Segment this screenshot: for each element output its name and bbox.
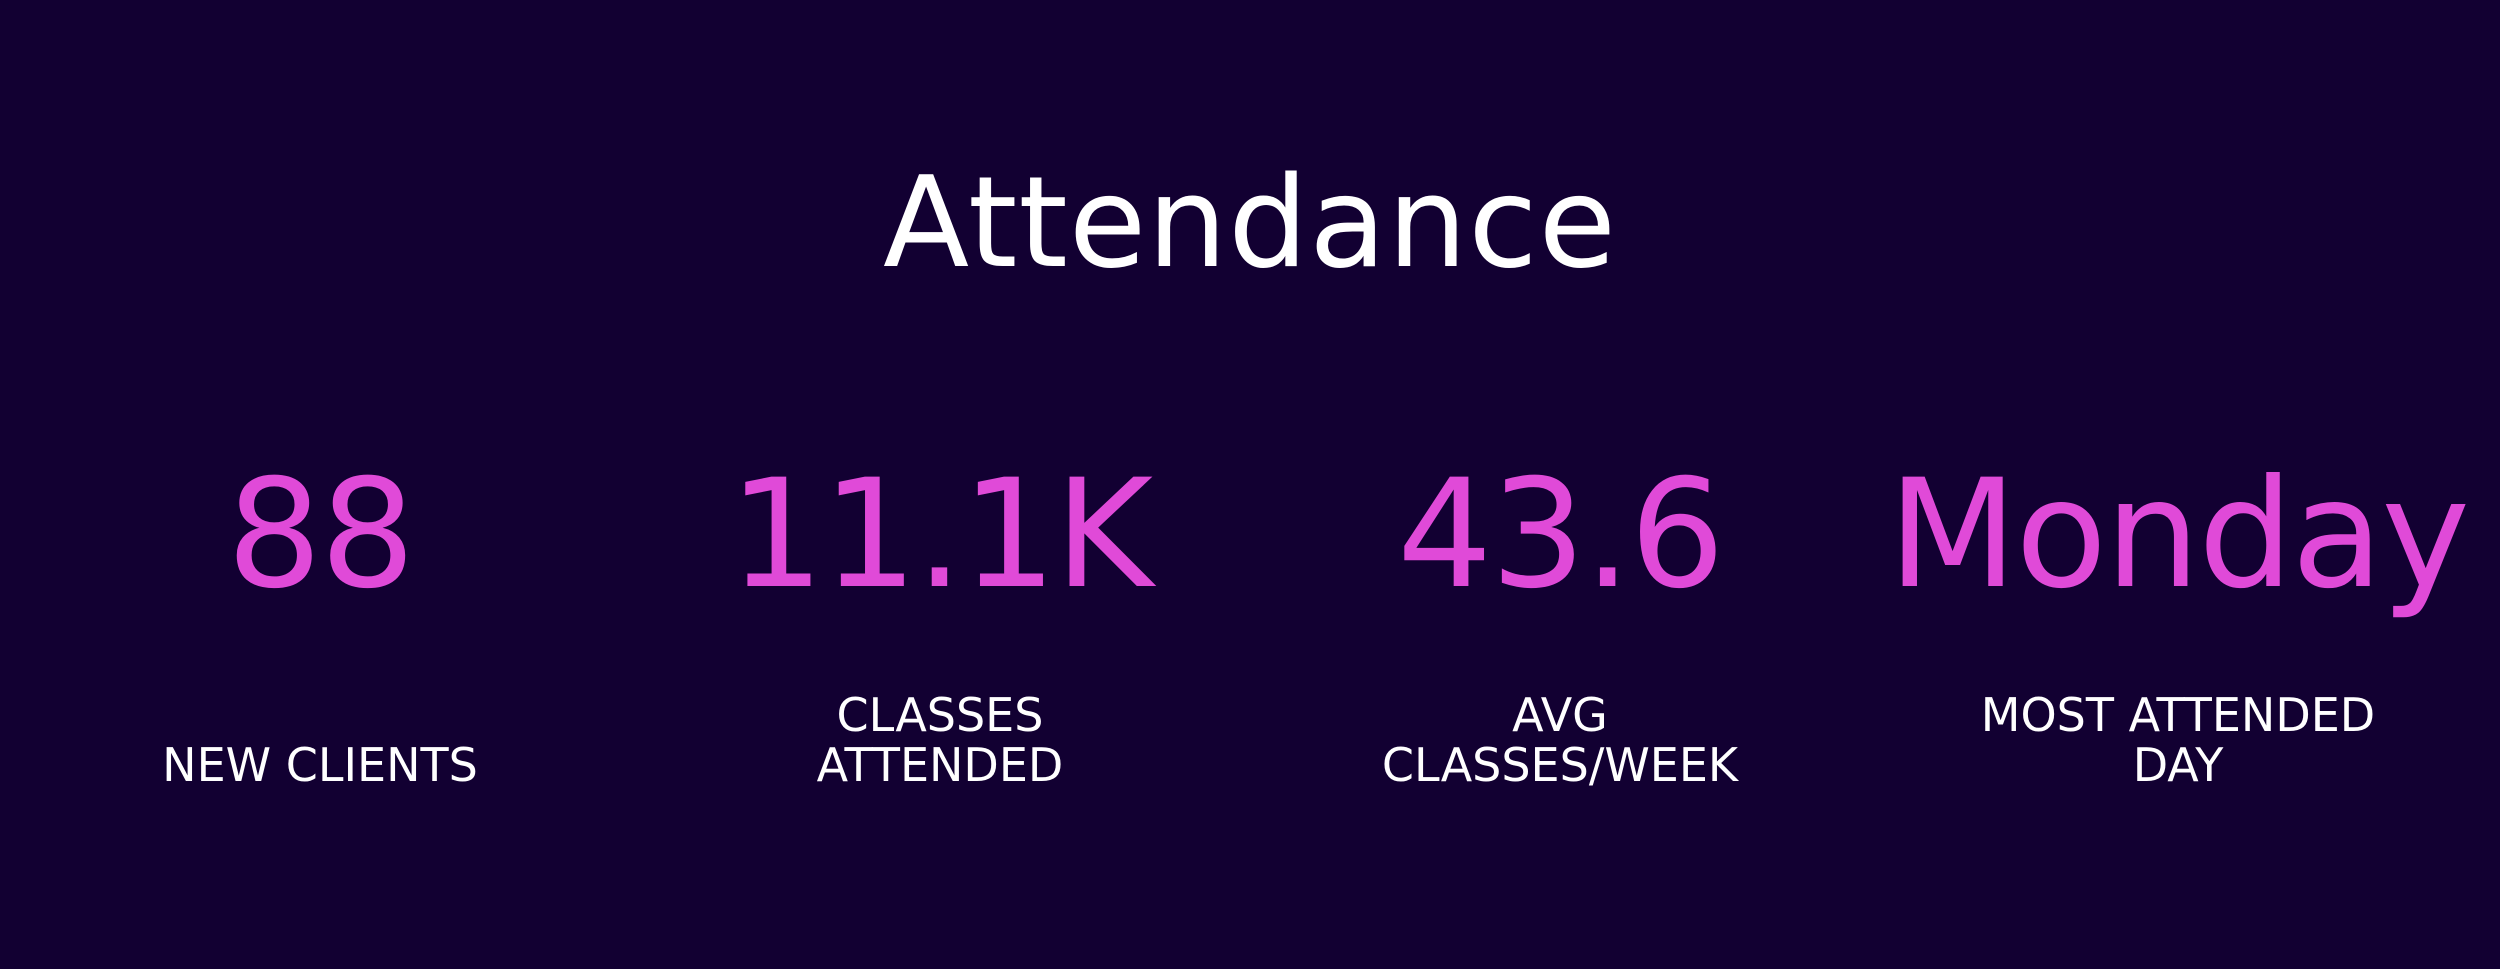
stat-label-avg-classes-week: AVG CLASSES/WEEK	[1381, 688, 1739, 792]
stat-card-most-attended-day: Monday MOST ATTENDED DAY	[1868, 440, 2488, 790]
stat-value-avg-classes-week: 43.6	[1397, 448, 1725, 622]
stat-card-classes-attended: 11.1K CLASSES ATTENDED	[630, 440, 1250, 790]
page-title: Attendance	[882, 149, 1617, 296]
stat-card-new-clients: 88 NEW CLIENTS	[10, 440, 630, 790]
stat-label-new-clients: NEW CLIENTS	[162, 738, 478, 792]
stat-label-wrap: CLASSES ATTENDED	[630, 670, 1250, 790]
stat-label-most-attended-day: MOST ATTENDED DAY	[1980, 688, 2376, 792]
stat-label-classes-attended: CLASSES ATTENDED	[816, 688, 1064, 792]
stat-label-wrap: NEW CLIENTS	[10, 670, 630, 790]
stat-value-most-attended-day: Monday	[1887, 448, 2470, 622]
stat-card-avg-classes-week: 43.6 AVG CLASSES/WEEK	[1250, 440, 1870, 790]
stat-value-new-clients: 88	[226, 448, 416, 622]
stat-label-wrap: MOST ATTENDED DAY	[1868, 670, 2488, 790]
stat-value-classes-attended: 11.1K	[728, 448, 1153, 622]
stat-label-wrap: AVG CLASSES/WEEK	[1250, 670, 1870, 790]
